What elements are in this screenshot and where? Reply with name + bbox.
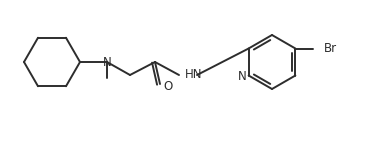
Text: HN: HN bbox=[185, 68, 203, 81]
Text: N: N bbox=[238, 70, 247, 83]
Text: O: O bbox=[164, 80, 173, 94]
Text: N: N bbox=[103, 56, 111, 68]
Text: Br: Br bbox=[323, 42, 337, 55]
